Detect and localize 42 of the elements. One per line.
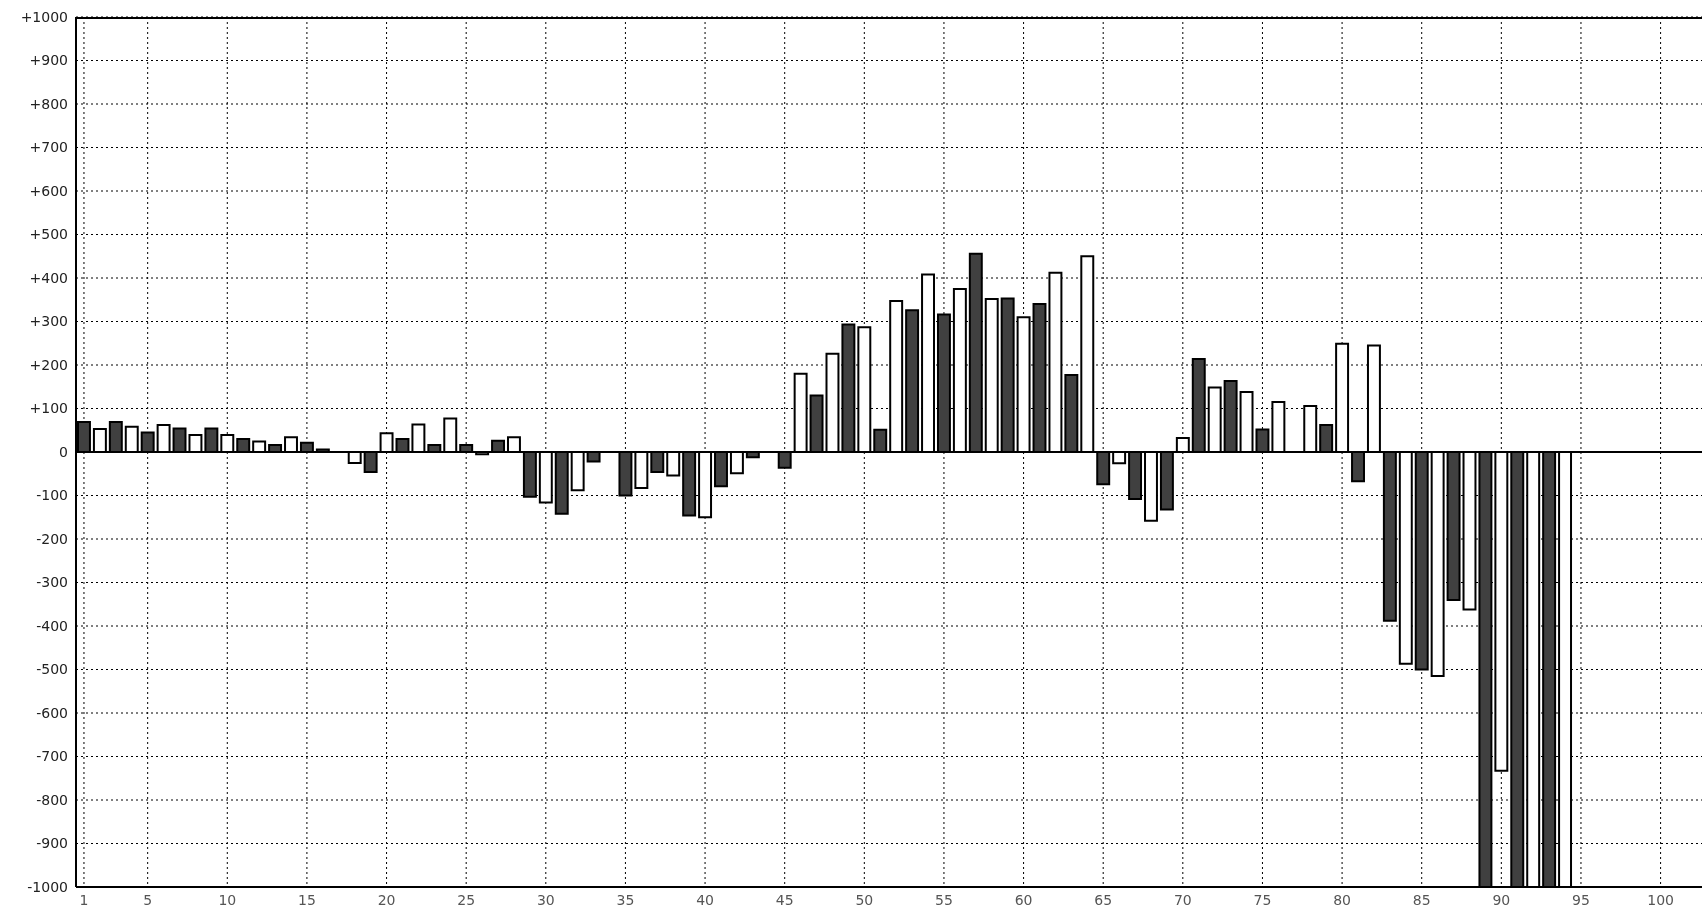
y-tick-label: +200 <box>29 356 68 373</box>
y-tick-label: +400 <box>29 269 68 286</box>
x-tick-label: 5 <box>143 891 153 908</box>
y-tick-label: +800 <box>29 95 68 112</box>
x-tick-label: 90 <box>1492 891 1511 908</box>
x-tick-label: 30 <box>536 891 555 908</box>
y-tick-label: +300 <box>29 313 68 330</box>
x-tick-label: 60 <box>1014 891 1033 908</box>
x-tick-label: 20 <box>377 891 396 908</box>
x-tick-label: 40 <box>696 891 714 908</box>
x-tick-label: 50 <box>855 891 874 908</box>
x-tick-label: 1 <box>79 891 89 908</box>
y-tick-label: +600 <box>29 182 68 199</box>
y-tick-label: -900 <box>36 835 68 852</box>
y-tick-label: -700 <box>36 748 68 765</box>
y-tick-label: -100 <box>36 487 68 504</box>
x-tick-label: 85 <box>1412 891 1431 908</box>
y-tick-label: -300 <box>36 574 68 591</box>
x-tick-label: 95 <box>1572 891 1590 908</box>
x-tick-label: 15 <box>298 891 316 908</box>
y-tick-label: -600 <box>36 704 68 721</box>
x-tick-label: 25 <box>457 891 476 908</box>
y-tick-label: +900 <box>29 52 68 69</box>
x-tick-label: 100 <box>1647 891 1674 908</box>
y-tick-label: -400 <box>36 617 68 634</box>
x-tick-label: 35 <box>616 891 635 908</box>
x-tick-label: 45 <box>775 891 794 908</box>
x-tick-label: 80 <box>1333 891 1351 908</box>
x-tick-label: 55 <box>935 891 953 908</box>
x-tick-label: 10 <box>218 891 237 908</box>
y-tick-label: +100 <box>29 400 68 417</box>
x-tick-label: 70 <box>1173 891 1192 908</box>
y-tick-label: 0 <box>59 443 68 460</box>
x-tick-label: 65 <box>1094 891 1113 908</box>
x-tick-label: 75 <box>1253 891 1272 908</box>
y-tick-label: -800 <box>36 791 68 808</box>
y-tick-label: +1000 <box>20 8 68 25</box>
y-tick-label: -500 <box>36 661 68 678</box>
y-tick-label: -1000 <box>27 878 68 895</box>
y-tick-label: -200 <box>36 530 68 547</box>
y-tick-label: +700 <box>29 139 68 156</box>
y-tick-label: +500 <box>29 226 68 243</box>
